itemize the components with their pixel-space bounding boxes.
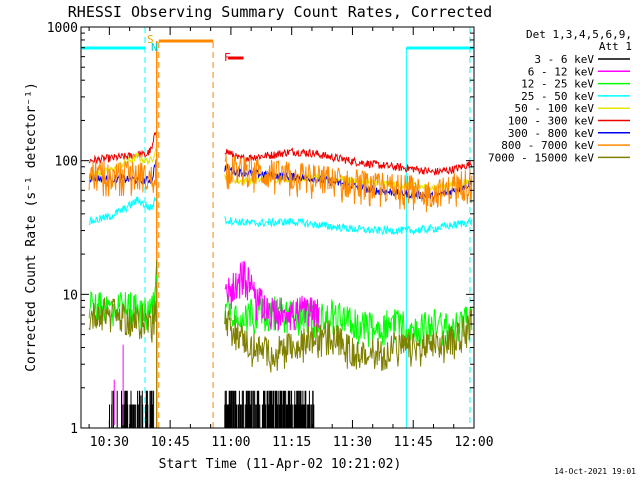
flag-layer: SN F (147, 33, 231, 64)
y-tick-label: 1 (70, 422, 78, 437)
legend-header: Att 1 (599, 40, 632, 53)
series-3-6kev (121, 390, 155, 428)
x-tick-label: 10:30 (90, 435, 129, 450)
chart-title: RHESSI Observing Summary Count Rates, Co… (68, 3, 492, 21)
x-tick-label: 10:45 (151, 435, 190, 450)
annotation-layer (82, 27, 473, 428)
y-tick-label: 1000 (47, 21, 78, 36)
axis-layer: 1 10 100 1000 10:30 10:45 11:00 11:15 11:30 11:45… (47, 21, 494, 450)
flag-n: N (151, 41, 158, 54)
legend-entry-label: 800 - 7000 keV (501, 139, 594, 152)
series-100-300kev (224, 147, 473, 176)
y-tick-label: 100 (55, 155, 78, 170)
flag-s: S (147, 33, 154, 46)
legend-entry-label: 12 - 25 keV (521, 78, 594, 91)
series-3-6kev (109, 390, 118, 428)
series-800-7000kev (88, 159, 157, 197)
x-tick-label: 11:15 (272, 435, 311, 450)
legend-entry-label: 50 - 100 keV (515, 102, 595, 115)
flag-f: F (224, 51, 231, 64)
x-axis-label: Start Time (11-Apr-02 10:21:02) (159, 457, 402, 472)
series-25-50kev (224, 216, 473, 236)
series-300-800kev (224, 163, 473, 202)
legend-entry-label: 25 - 50 keV (521, 90, 594, 103)
x-tick-label: 11:00 (211, 435, 250, 450)
legend-entry-label: 7000 - 15000 keV (488, 151, 594, 164)
series-12-25kev (224, 295, 473, 349)
plot-frame (80, 26, 475, 429)
y-axis-label: Corrected Count Rate (s⁻¹ detector⁻¹) (24, 82, 39, 372)
legend-header: Det 1,3,4,5,6,9, (526, 28, 632, 41)
series-3-6kev (224, 390, 315, 428)
series-7000-15000kev (224, 308, 473, 373)
series-6-12kev (224, 261, 320, 331)
footer-date: 14-Oct-2021 19:01 (554, 467, 636, 476)
legend-entry-label: 100 - 300 keV (508, 115, 594, 128)
series-12-25kev (152, 274, 158, 316)
series-7000-15000kev (88, 297, 157, 343)
series-800-7000kev (224, 154, 473, 213)
y-tick-label: 10 (62, 288, 78, 303)
series-layer (88, 131, 473, 428)
legend-entry-label: 6 - 12 keV (528, 65, 595, 78)
x-tick-label: 11:45 (394, 435, 433, 450)
legend-entry-label: 3 - 6 keV (534, 53, 594, 66)
legend-entry-label: 300 - 800 keV (508, 127, 594, 140)
x-tick-label: 12:00 (454, 435, 493, 450)
series-25-50kev (88, 196, 157, 226)
series-50-100kev (88, 147, 157, 180)
x-tick-label: 11:30 (333, 435, 372, 450)
series-12-25kev (88, 290, 157, 331)
